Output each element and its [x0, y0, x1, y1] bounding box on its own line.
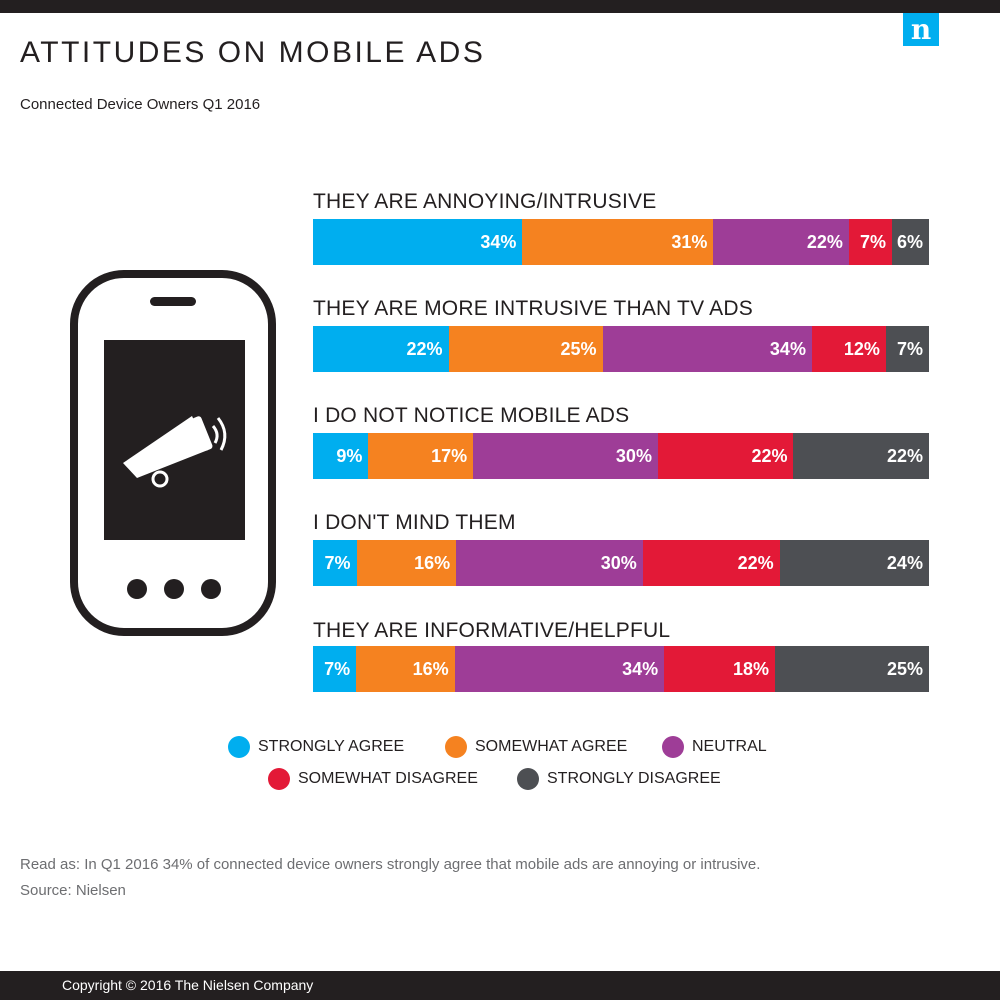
- legend-label: SOMEWHAT AGREE: [475, 738, 628, 755]
- data-label: 7%: [896, 338, 923, 359]
- stacked-bar: 34% 31% 22% 7% 6%: [313, 219, 929, 265]
- bar-segment-neutral: 22%: [713, 219, 849, 265]
- stacked-bar: 22% 25% 34% 12% 7%: [313, 326, 929, 372]
- bar-segment-strongly-agree: 7%: [313, 540, 357, 586]
- phone-icon: [70, 270, 276, 636]
- data-label: 34%: [769, 338, 806, 359]
- legend-label: NEUTRAL: [692, 738, 767, 755]
- chart-subtitle: Connected Device Owners Q1 2016: [20, 96, 261, 113]
- footer-copyright: Copyright © 2016 The Nielsen Company: [0, 971, 1000, 1000]
- bar-segment-somewhat-agree: 25%: [448, 326, 603, 372]
- data-label: 7%: [860, 231, 887, 252]
- bar-segment-strongly-disagree: 22%: [793, 433, 929, 479]
- category-label: THEY ARE MORE INTRUSIVE THAN TV ADS: [313, 297, 753, 320]
- legend-label: STRONGLY AGREE: [258, 738, 405, 755]
- legend-item-somewhat-agree: SOMEWHAT AGREE: [445, 736, 627, 758]
- stacked-bar: 7% 16% 30% 22% 24%: [313, 540, 929, 586]
- data-label: 34%: [480, 231, 517, 252]
- data-label: 25%: [886, 658, 923, 679]
- bar-segment-somewhat-disagree: 22%: [657, 433, 794, 479]
- bar-segment-somewhat-disagree: 22%: [642, 540, 780, 586]
- legend-label: STRONGLY DISAGREE: [547, 770, 721, 787]
- data-label: 7%: [324, 552, 351, 573]
- bar-segment-strongly-agree: 7%: [313, 646, 357, 692]
- read-as-note: Read as: In Q1 2016 34% of connected dev…: [20, 856, 761, 873]
- stacked-bar: 7% 16% 34% 18% 25%: [313, 646, 929, 692]
- chart-title: ATTITUDES ON MOBILE ADS: [20, 36, 486, 69]
- legend-item-neutral: NEUTRAL: [662, 736, 767, 758]
- data-label: 34%: [622, 658, 659, 679]
- data-label: 25%: [560, 338, 597, 359]
- bar-segment-strongly-agree: 22%: [313, 326, 449, 372]
- data-label: 17%: [431, 445, 468, 466]
- bar-segment-neutral: 34%: [602, 326, 812, 372]
- stacked-bar: 9% 17% 30% 22% 22%: [313, 433, 929, 479]
- data-label: 30%: [615, 445, 652, 466]
- source-note: Source: Nielsen: [20, 882, 126, 899]
- data-label: 16%: [414, 552, 451, 573]
- category-label: THEY ARE INFORMATIVE/HELPFUL: [313, 619, 671, 642]
- bar-segment-neutral: 30%: [456, 540, 643, 586]
- megaphone-icon: [123, 416, 227, 488]
- category-label: THEY ARE ANNOYING/INTRUSIVE: [313, 190, 657, 213]
- bar-segment-strongly-agree: 9%: [313, 433, 369, 479]
- bar-segment-strongly-disagree: 25%: [774, 646, 929, 692]
- legend-swatch: [662, 736, 684, 758]
- category-label: I DO NOT NOTICE MOBILE ADS: [313, 404, 630, 427]
- legend-swatch: [445, 736, 467, 758]
- legend-swatch: [517, 768, 539, 790]
- bar-segment-somewhat-disagree: 7%: [848, 219, 893, 265]
- data-label: 24%: [886, 552, 923, 573]
- bar-segment-strongly-disagree: 6%: [892, 219, 929, 265]
- bar-segment-neutral: 30%: [473, 433, 658, 479]
- legend-item-strongly-disagree: STRONGLY DISAGREE: [517, 768, 721, 790]
- data-label: 22%: [886, 445, 923, 466]
- legend-item-strongly-agree: STRONGLY AGREE: [228, 736, 404, 758]
- data-label: 9%: [336, 445, 363, 466]
- top-bar: [0, 0, 1000, 13]
- bar-segment-somewhat-disagree: 18%: [664, 646, 775, 692]
- data-label: 31%: [671, 231, 708, 252]
- data-label: 22%: [751, 445, 788, 466]
- nielsen-logo: n: [903, 13, 939, 46]
- data-label: 22%: [806, 231, 843, 252]
- bar-segment-strongly-disagree: 7%: [885, 326, 929, 372]
- bar-segment-somewhat-agree: 17%: [368, 433, 474, 479]
- legend-item-somewhat-disagree: SOMEWHAT DISAGREE: [268, 768, 478, 790]
- data-label: 22%: [737, 552, 774, 573]
- bar-segment-somewhat-agree: 16%: [356, 646, 455, 692]
- data-label: 30%: [600, 552, 637, 573]
- data-label: 16%: [412, 658, 449, 679]
- category-label: I DON'T MIND THEM: [313, 511, 516, 534]
- legend-label: SOMEWHAT DISAGREE: [298, 770, 478, 787]
- bar-segment-somewhat-agree: 16%: [356, 540, 457, 586]
- bar-segment-somewhat-agree: 31%: [522, 219, 714, 265]
- data-label: 18%: [732, 658, 769, 679]
- bar-segment-strongly-agree: 34%: [313, 219, 523, 265]
- bar-segment-somewhat-disagree: 12%: [811, 326, 886, 372]
- legend-swatch: [268, 768, 290, 790]
- bar-segment-strongly-disagree: 24%: [779, 540, 929, 586]
- data-label: 12%: [843, 338, 880, 359]
- data-label: 7%: [324, 658, 351, 679]
- data-label: 22%: [406, 338, 443, 359]
- legend-swatch: [228, 736, 250, 758]
- data-label: 6%: [896, 231, 923, 252]
- bar-segment-neutral: 34%: [454, 646, 665, 692]
